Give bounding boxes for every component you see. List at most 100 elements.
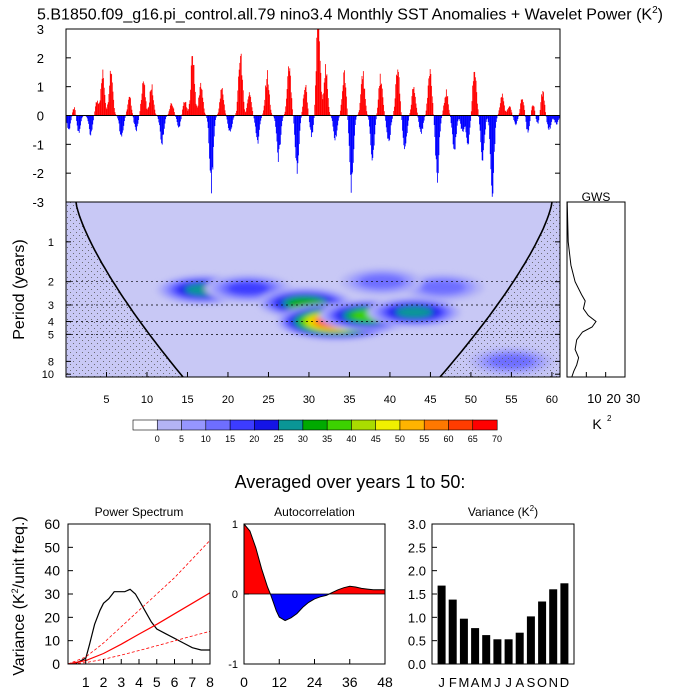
variance-ytick-label: 2.0 xyxy=(408,564,426,579)
autocorr-ytick-label: 1 xyxy=(232,519,238,531)
spectrum-title: Power Spectrum xyxy=(95,505,184,519)
sst-bar xyxy=(176,115,178,123)
sst-ytick-label: 2 xyxy=(37,51,44,66)
sst-bar xyxy=(537,115,539,124)
sst-bar xyxy=(92,115,94,121)
sst-bar xyxy=(171,103,173,116)
variance-title-b: ) xyxy=(534,505,538,519)
sst-bar xyxy=(281,115,283,127)
sst-bar xyxy=(273,115,275,119)
sst-bar xyxy=(149,91,151,116)
sst-bar xyxy=(523,105,525,116)
sst-bar xyxy=(511,112,513,116)
sst-bar xyxy=(461,115,463,129)
sst-bar xyxy=(240,53,242,116)
sst-bar xyxy=(99,102,100,116)
sst-bar xyxy=(221,89,223,116)
subtitle: Averaged over years 1 to 50: xyxy=(234,472,466,492)
sst-bar xyxy=(292,109,293,116)
sst-bar xyxy=(466,115,468,138)
sst-bar xyxy=(443,105,445,116)
sst-bar xyxy=(169,105,171,116)
sst-bar xyxy=(100,88,102,116)
colorbar-swatch xyxy=(302,419,328,431)
sst-bar xyxy=(362,71,364,116)
sst-bar xyxy=(439,115,441,132)
sst-bar xyxy=(343,72,345,116)
sst-bar xyxy=(153,104,155,116)
sst-bar xyxy=(204,112,206,116)
sst-bar xyxy=(227,115,229,129)
sst-bar xyxy=(390,115,392,126)
sst-bar xyxy=(207,115,208,122)
sst-bar xyxy=(372,115,374,158)
sst-bar xyxy=(121,115,123,137)
sst-bar xyxy=(263,105,265,116)
sst-bar xyxy=(346,108,348,116)
sst-bar xyxy=(439,115,441,138)
variance-month-label: D xyxy=(560,675,569,690)
wavelet-xtick-label: 20 xyxy=(222,394,234,406)
sst-bar xyxy=(445,96,447,116)
sst-bar xyxy=(515,115,517,126)
sst-bar xyxy=(295,115,297,159)
sst-bar xyxy=(369,115,370,127)
sst-bar xyxy=(81,115,83,119)
sst-bar xyxy=(212,115,214,170)
sst-bar xyxy=(531,106,533,116)
sst-bar xyxy=(138,115,140,120)
spectrum-series-lower-5 xyxy=(68,630,210,664)
variance-ytick-label: 0.5 xyxy=(408,634,426,649)
sst-bar xyxy=(449,113,451,116)
sst-bar xyxy=(554,115,556,123)
sst-bar xyxy=(340,104,342,116)
sst-bar xyxy=(502,97,504,116)
main-title-end: ) xyxy=(657,6,663,24)
sst-bar xyxy=(454,115,456,150)
gws-xlabel-sup: 2 xyxy=(607,414,612,423)
sst-bar xyxy=(380,84,382,116)
sst-bar xyxy=(495,115,497,122)
sst-bar xyxy=(491,115,492,186)
sst-bar xyxy=(145,101,147,116)
sst-bar xyxy=(170,102,172,116)
sst-bar xyxy=(453,115,455,149)
colorbar: 0 5 10 15 20 25 30 35 40 45 50 55 60 65 70 xyxy=(132,419,502,444)
sst-bar xyxy=(312,115,314,133)
sst-bar xyxy=(131,109,133,116)
sst-bar xyxy=(431,96,433,116)
sst-bar xyxy=(159,115,160,126)
sst-bar xyxy=(319,60,321,116)
sst-bar xyxy=(297,115,299,164)
autocorr-ytick-label: -1 xyxy=(228,659,238,671)
sst-bar xyxy=(557,115,559,122)
sst-bar xyxy=(488,115,490,126)
spectrum-ytick-label: 30 xyxy=(44,586,60,602)
sst-bar xyxy=(308,115,310,123)
sst-bar xyxy=(118,115,120,124)
sst-bar xyxy=(223,100,225,116)
sst-bar xyxy=(406,115,407,137)
sst-bar xyxy=(491,115,493,197)
sst-bar xyxy=(350,115,352,193)
sst-bar xyxy=(551,115,553,122)
sst-bar xyxy=(550,115,552,126)
sst-bar xyxy=(419,115,421,129)
gws-frame xyxy=(566,201,626,378)
sst-bar xyxy=(389,115,391,140)
sst-bar xyxy=(371,115,372,155)
sst-bar xyxy=(213,115,215,137)
sst-bar xyxy=(264,99,266,116)
sst-bar xyxy=(162,115,164,135)
sst-bar xyxy=(506,110,508,116)
sst-bar xyxy=(247,99,249,116)
sst-bar xyxy=(293,115,295,124)
sst-bar xyxy=(351,115,353,175)
sst-bar xyxy=(302,106,304,116)
sst-bar xyxy=(485,115,486,130)
sst-bar xyxy=(433,115,435,126)
sst-bar xyxy=(316,37,318,116)
sst-bar xyxy=(525,115,527,122)
sst-bar xyxy=(115,114,117,116)
sst-bar xyxy=(157,115,159,119)
